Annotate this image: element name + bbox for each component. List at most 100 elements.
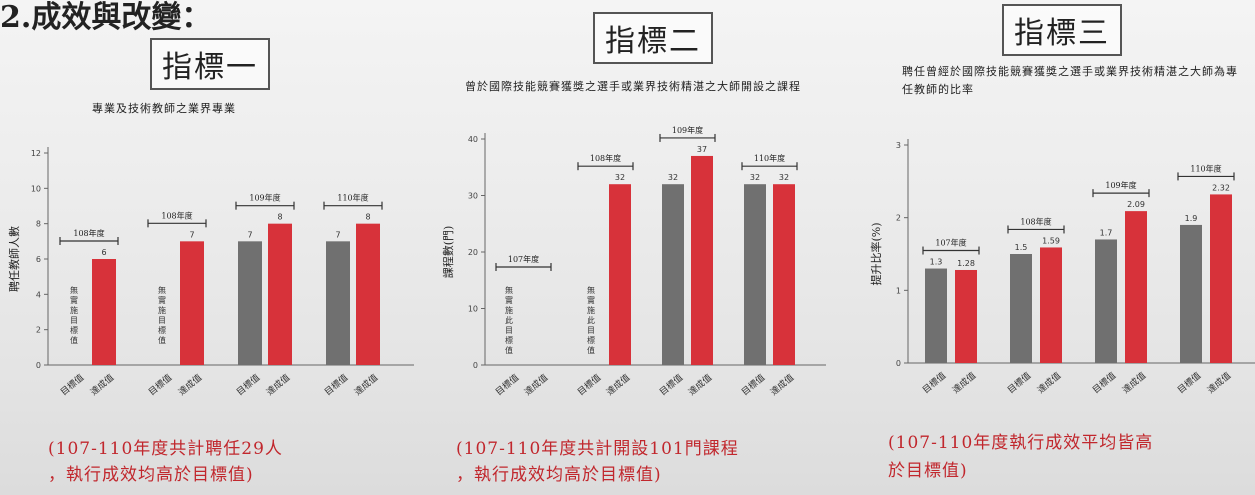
year-label: 109年度 [249,193,280,203]
no-target-note-char: 實 [587,295,595,305]
indicator-1-subtitle: 專業及技術教師之業界專業 [92,102,236,115]
indicator-2-box: 指標二 [593,12,713,64]
y-tick-label: 0 [896,359,901,368]
indicator-3-subtitle: 聘任曾經於國際技能競賽獲獎之選手或業界技術精湛之大師為專任教師的比率 [902,65,1238,96]
year-label: 110年度 [1190,163,1221,173]
no-target-note-char: 值 [158,335,166,345]
no-target-note-char: 值 [587,345,595,355]
no-target-note-char: 實 [505,295,513,305]
bar-value-label: 1.28 [957,259,975,268]
year-label: 107年度 [508,254,539,264]
no-target-note-char: 施 [505,305,513,315]
y-tick-label: 4 [36,290,41,299]
bar-value-label: 2.32 [1212,183,1230,192]
bar-value-label: 7 [247,230,252,239]
no-target-note-char: 值 [505,345,513,355]
bar-value-label: 32 [779,173,789,182]
indicator-2-conclusion-line2: ，執行成效均高於目標值) [456,465,662,485]
no-target-note-char: 標 [158,325,166,335]
indicator-3-conclusion-line2: 於目標值) [888,461,968,481]
no-target-note-char: 目 [70,316,78,325]
indicator-2-conclusion-line1: (107-110年度共計開設101門課程 [456,439,739,459]
page-heading: 2.成效與改變： [0,0,212,35]
no-target-note-char: 此 [587,315,595,325]
x-category-label: 目標值 [58,371,86,398]
no-target-note-char: 實 [70,295,78,305]
x-category-label: 目標值 [1175,369,1203,396]
bar-actual [1125,211,1147,363]
bar-value-label: 1.59 [1042,236,1060,245]
bar-value-label: 7 [335,230,340,239]
bar-actual [180,241,204,365]
bar-value-label: 32 [750,173,760,182]
no-target-note-char: 無 [587,285,595,295]
y-axis-label: 提升比率(%) [869,222,883,285]
year-label: 108年度 [590,153,621,163]
x-category-label: 達成值 [1120,369,1148,396]
y-tick-label: 1 [896,286,901,295]
year-label: 108年度 [161,210,192,220]
no-target-note-char: 無 [70,285,78,295]
x-category-label: 達成值 [264,371,292,398]
y-axis-label: 聘任教師人數 [7,226,21,292]
bar-value-label: 32 [668,173,678,182]
year-label: 109年度 [672,125,703,135]
bar-target [326,241,350,365]
bar-actual [356,223,380,365]
y-tick-label: 10 [468,305,478,314]
indicator-3-conclusion-line1: (107-110年度執行成效平均皆高 [888,433,1154,453]
x-category-label: 目標值 [146,371,174,398]
bar-actual [268,223,292,365]
x-category-label: 達成值 [522,371,550,398]
x-category-label: 達成值 [352,371,380,398]
x-category-label: 目標值 [575,371,603,398]
x-category-label: 目標值 [739,371,767,398]
y-tick-label: 20 [468,248,478,257]
bar-value-label: 1.9 [1185,214,1198,223]
x-category-label: 達成值 [176,371,204,398]
y-tick-label: 12 [31,149,41,158]
year-label: 110年度 [337,193,368,203]
bar-target [1180,224,1202,363]
bar-value-label: 1.7 [1100,228,1113,237]
y-tick-label: 10 [31,184,41,193]
x-category-label: 目標值 [920,369,948,396]
bar-actual [691,155,713,365]
y-axis-label: 課程數(門) [441,226,455,279]
bar-actual [773,184,795,365]
bar-value-label: 6 [101,248,106,257]
no-target-note-char: 標 [70,325,78,335]
x-category-label: 達成值 [88,371,116,398]
indicator-1-box: 指標一 [150,38,270,90]
bar-value-label: 2.09 [1127,200,1145,209]
no-target-note-char: 施 [587,305,595,315]
indicator-panel-1: 指標一 專業及技術教師之業界專業 0 2 4 6 8 10 12 聘任教師人數無實施目標值目標… [0,0,420,495]
no-target-note-char: 施 [158,305,166,315]
x-category-label: 目標值 [1090,369,1118,396]
bar-target [1010,254,1032,363]
bar-actual [955,269,977,363]
x-category-label: 達成值 [604,371,632,398]
y-tick-label: 8 [36,220,41,229]
year-label: 108年度 [73,228,104,238]
no-target-note-char: 值 [70,335,78,345]
y-tick-label: 0 [473,361,478,370]
indicator-panel-3: 指標三 聘任曾經於國際技能競賽獲獎之選手或業界技術精湛之大師為專任教師的比率 0… [860,0,1255,495]
year-label: 108年度 [1020,216,1051,226]
bar-value-label: 7 [189,230,194,239]
x-category-label: 目標值 [1005,369,1033,396]
no-target-note-char: 目 [158,316,166,325]
no-target-note-char: 目 [587,326,595,335]
no-target-note-char: 無 [505,285,513,295]
bar-target [662,184,684,365]
no-target-note-char: 標 [505,335,513,345]
y-tick-label: 6 [36,255,41,264]
no-target-note-char: 實 [158,295,166,305]
x-category-label: 目標值 [234,371,262,398]
bar-value-label: 1.3 [930,258,943,267]
indicator-panel-2: 指標二 曾於國際技能競賽獲獎之選手或業界技術精湛之大師開設之課程 0 10 20 30… [430,0,850,495]
no-target-note-char: 標 [587,335,595,345]
x-category-label: 達成值 [1205,369,1233,396]
x-category-label: 目標值 [657,371,685,398]
year-label: 109年度 [1105,180,1136,190]
